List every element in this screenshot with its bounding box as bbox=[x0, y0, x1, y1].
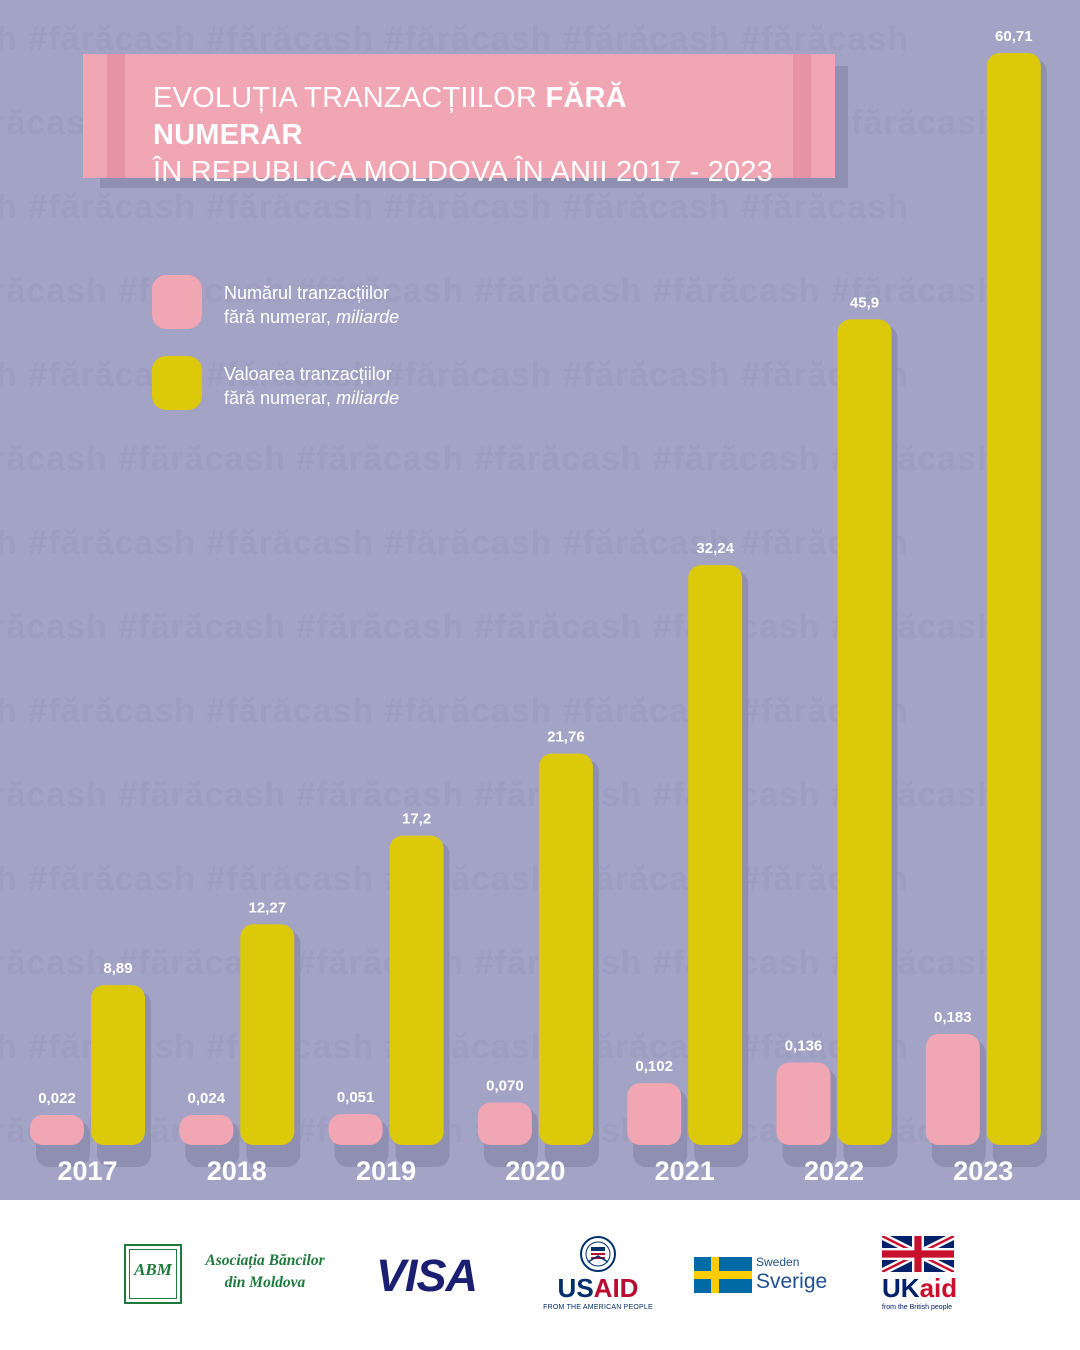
value-bar-2020 bbox=[538, 753, 593, 1145]
sweden-logo: Sweden Sverige bbox=[694, 1255, 844, 1299]
count-label-2017: 0,022 bbox=[38, 1090, 76, 1107]
footer-logos: ABM Asociația Băncilor din Moldova VISA … bbox=[0, 1200, 1080, 1350]
value-label-2019: 17,2 bbox=[402, 811, 431, 828]
year-label-2023: 2023 bbox=[953, 1156, 1013, 1186]
union-jack-icon bbox=[882, 1236, 954, 1272]
legend-swatch-value bbox=[152, 356, 202, 410]
bar-chart: 0,022 8,89 2017 0,024 12,27 2018 0,051 17,2 2019… bbox=[30, 28, 1047, 1186]
page-title: EVOLUȚIA TRANZACȚIILOR FĂRĂ NUMERAR ÎN R… bbox=[153, 80, 773, 191]
value-label-2023: 60,71 bbox=[995, 28, 1033, 45]
title-box: EVOLUȚIA TRANZACȚIILOR FĂRĂ NUMERAR ÎN R… bbox=[83, 54, 835, 188]
value-label-2017: 8,89 bbox=[103, 960, 132, 977]
count-label-2021: 0,102 bbox=[635, 1058, 673, 1075]
ukaid-tagline: from the British people bbox=[882, 1304, 953, 1311]
count-bar-2023 bbox=[925, 1034, 980, 1145]
usaid-tagline: FROM THE AMERICAN PEOPLE bbox=[543, 1304, 653, 1311]
legend-swatch-count bbox=[152, 275, 202, 329]
abm-name: Asociația Băncilor din Moldova bbox=[205, 1252, 325, 1291]
count-bar-2019 bbox=[328, 1114, 383, 1145]
value-bar-2021 bbox=[688, 565, 743, 1145]
year-label-2021: 2021 bbox=[655, 1156, 715, 1186]
legend-label-value: Valoarea tranzacțiilor fără numerar, mil… bbox=[224, 364, 400, 408]
count-bar-2021 bbox=[627, 1083, 682, 1145]
abm-emblem-icon: ABM bbox=[124, 1244, 182, 1304]
abm-logo: ABM Asociația Băncilor din Moldova bbox=[124, 1244, 325, 1308]
count-bar-2017 bbox=[30, 1115, 84, 1145]
usaid-logo: USAID FROM THE AMERICAN PEOPLE bbox=[543, 1236, 653, 1320]
value-bar-2022 bbox=[837, 319, 892, 1145]
year-label-2017: 2017 bbox=[57, 1156, 117, 1186]
sverige-text: Sverige bbox=[756, 1270, 828, 1293]
usaid-wordmark: USAID bbox=[557, 1273, 639, 1303]
value-bar-2017 bbox=[91, 985, 145, 1145]
title-strip-left bbox=[107, 54, 125, 178]
value-label-2020: 21,76 bbox=[547, 729, 585, 746]
year-label-2022: 2022 bbox=[804, 1156, 864, 1186]
value-label-2022: 45,9 bbox=[850, 294, 879, 311]
ukaid-logo: UKaid from the British people bbox=[882, 1236, 962, 1320]
title-line2: ÎN REPUBLICA MOLDOVA ÎN ANII 2017 - 2023 bbox=[153, 156, 773, 188]
value-bar-2019 bbox=[389, 835, 444, 1145]
year-label-2019: 2019 bbox=[356, 1156, 416, 1186]
count-bar-2018 bbox=[179, 1115, 234, 1145]
value-bar-2023 bbox=[986, 53, 1041, 1145]
count-label-2020: 0,070 bbox=[486, 1078, 524, 1095]
year-label-2018: 2018 bbox=[207, 1156, 267, 1186]
legend-label-count: Numărul tranzacțiilor fără numerar, mili… bbox=[224, 283, 400, 327]
title-strip-right bbox=[793, 54, 811, 178]
title-part1: EVOLUȚIA TRANZACȚIILOR bbox=[153, 82, 538, 114]
value-label-2018: 12,27 bbox=[249, 899, 287, 916]
value-bar-2018 bbox=[240, 924, 295, 1145]
value-label-2021: 32,24 bbox=[696, 540, 734, 557]
count-label-2023: 0,183 bbox=[934, 1009, 972, 1026]
count-bar-2020 bbox=[477, 1102, 532, 1145]
sweden-text: Sweden bbox=[756, 1255, 800, 1269]
count-label-2018: 0,024 bbox=[188, 1090, 226, 1107]
sweden-flag-icon bbox=[694, 1257, 752, 1293]
year-label-2020: 2020 bbox=[505, 1156, 565, 1186]
title-bold: FĂRĂ NUMERAR bbox=[153, 82, 627, 151]
count-label-2019: 0,051 bbox=[337, 1089, 375, 1106]
count-bar-2022 bbox=[776, 1062, 831, 1145]
ukaid-wordmark: UKaid bbox=[882, 1273, 958, 1303]
visa-logo: VISA bbox=[376, 1250, 478, 1301]
count-label-2022: 0,136 bbox=[785, 1038, 823, 1055]
usaid-seal-icon bbox=[580, 1236, 616, 1272]
